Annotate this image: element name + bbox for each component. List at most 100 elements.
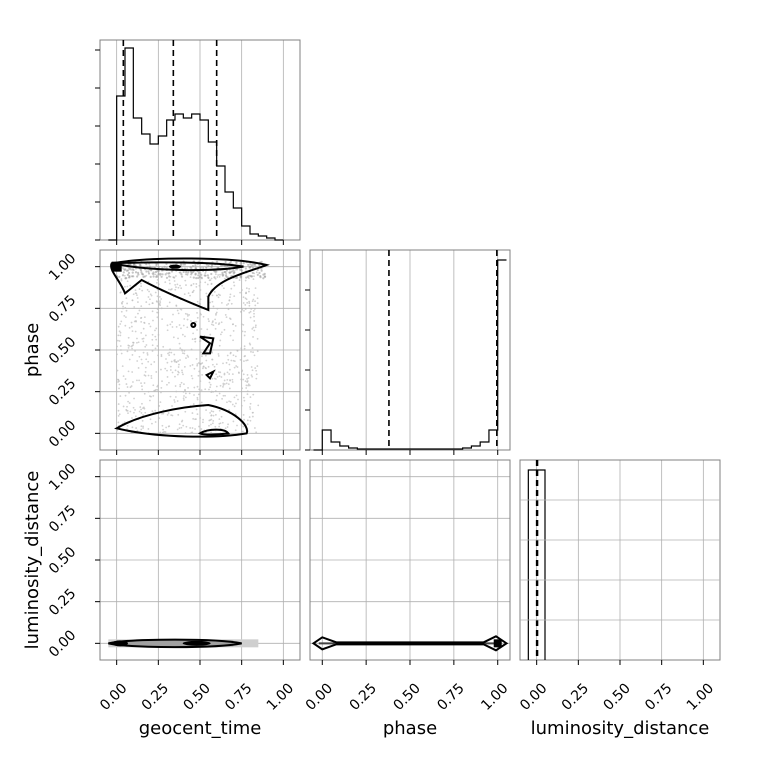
scatter-point [223, 328, 226, 331]
scatter-point [162, 412, 165, 415]
scatter-point [181, 333, 184, 336]
scatter-point [135, 294, 138, 296]
scatter-point [140, 382, 142, 385]
scatter-point [150, 377, 153, 380]
scatter-point [191, 412, 194, 414]
scatter-point [214, 413, 217, 416]
scatter-point [155, 371, 158, 373]
scatter-point [229, 379, 232, 382]
scatter-point [151, 310, 154, 313]
scatter-point [245, 359, 248, 362]
contour-outer-bottom [114, 403, 248, 438]
scatter-point [170, 288, 173, 290]
scatter-point [118, 330, 121, 333]
scatter-point [234, 355, 237, 358]
scatter-point [173, 276, 176, 279]
scatter-point [152, 271, 155, 274]
scatter-point [239, 310, 242, 313]
scatter-point [185, 271, 188, 274]
scatter-point [147, 270, 150, 273]
scatter-point [142, 407, 144, 410]
scatter-point [199, 289, 202, 291]
scatter-point [154, 347, 157, 350]
scatter-point [132, 341, 135, 344]
scatter-point [194, 418, 196, 421]
scatter-point [228, 387, 231, 390]
x-tick-label: 1.00 [684, 680, 717, 713]
scatter-point [235, 365, 238, 367]
scatter-point [177, 337, 179, 340]
scatter-point [245, 387, 248, 389]
scatter-point [181, 369, 183, 372]
scatter-point [248, 302, 251, 305]
scatter-point [223, 372, 226, 375]
scatter-point [130, 385, 133, 387]
scatter-point [128, 326, 131, 329]
scatter-point [247, 377, 250, 379]
scatter-point [186, 354, 189, 357]
scatter-point [257, 404, 260, 407]
scatter-point [242, 323, 245, 326]
scatter-point [138, 309, 141, 312]
scatter-point [211, 300, 214, 303]
scatter-point [212, 391, 215, 393]
x-tick-label: 0.50 [600, 680, 633, 713]
scatter-point [148, 303, 151, 306]
scatter-point [126, 350, 129, 353]
scatter-point [247, 263, 250, 266]
scatter-point [178, 363, 180, 366]
scatter-point [134, 316, 137, 319]
scatter-point [208, 381, 211, 384]
scatter-point [144, 370, 147, 373]
scatter-point [248, 311, 251, 314]
scatter-point [157, 354, 159, 357]
scatter-point [142, 427, 144, 429]
scatter-point [254, 287, 257, 290]
scatter-point [209, 412, 212, 414]
scatter-point [151, 338, 154, 341]
scatter-point [194, 264, 197, 267]
scatter-point [160, 307, 163, 310]
scatter-point [254, 324, 257, 327]
scatter-point [173, 280, 176, 282]
scatter-point [201, 355, 203, 358]
scatter-point [155, 338, 158, 341]
scatter-point [234, 429, 237, 432]
scatter-point [136, 360, 139, 362]
scatter-point [229, 296, 231, 299]
scatter-point [192, 289, 195, 292]
scatter-point [256, 302, 259, 305]
scatter-point [204, 274, 207, 277]
scatter-point [197, 274, 200, 277]
scatter-point [196, 316, 199, 319]
scatter-point [131, 330, 134, 332]
scatter-point [133, 411, 135, 414]
scatter-point [249, 396, 252, 399]
scatter-point [165, 276, 169, 279]
scatter-point [251, 347, 254, 349]
scatter-point [135, 320, 137, 323]
scatter-point [228, 317, 231, 320]
scatter-point [168, 279, 171, 282]
scatter-point [159, 301, 162, 304]
scatter-point [213, 291, 216, 293]
scatter-point [130, 325, 133, 328]
scatter-point [251, 415, 254, 418]
scatter-point [140, 332, 143, 334]
scatter-point [251, 300, 254, 303]
scatter-point [215, 363, 218, 366]
scatter-point [191, 265, 195, 268]
scatter-point [182, 324, 185, 327]
scatter-point [185, 284, 187, 286]
scatter-point [197, 393, 200, 396]
scatter-point [153, 389, 156, 392]
scatter-point [250, 308, 253, 310]
scatter-point [183, 365, 186, 368]
scatter-point [135, 292, 138, 295]
scatter-point [243, 418, 246, 421]
scatter-point [235, 261, 238, 264]
scatter-point [199, 266, 202, 269]
scatter-point [190, 348, 193, 351]
scatter-point [245, 292, 247, 295]
scatter-point [238, 372, 240, 374]
